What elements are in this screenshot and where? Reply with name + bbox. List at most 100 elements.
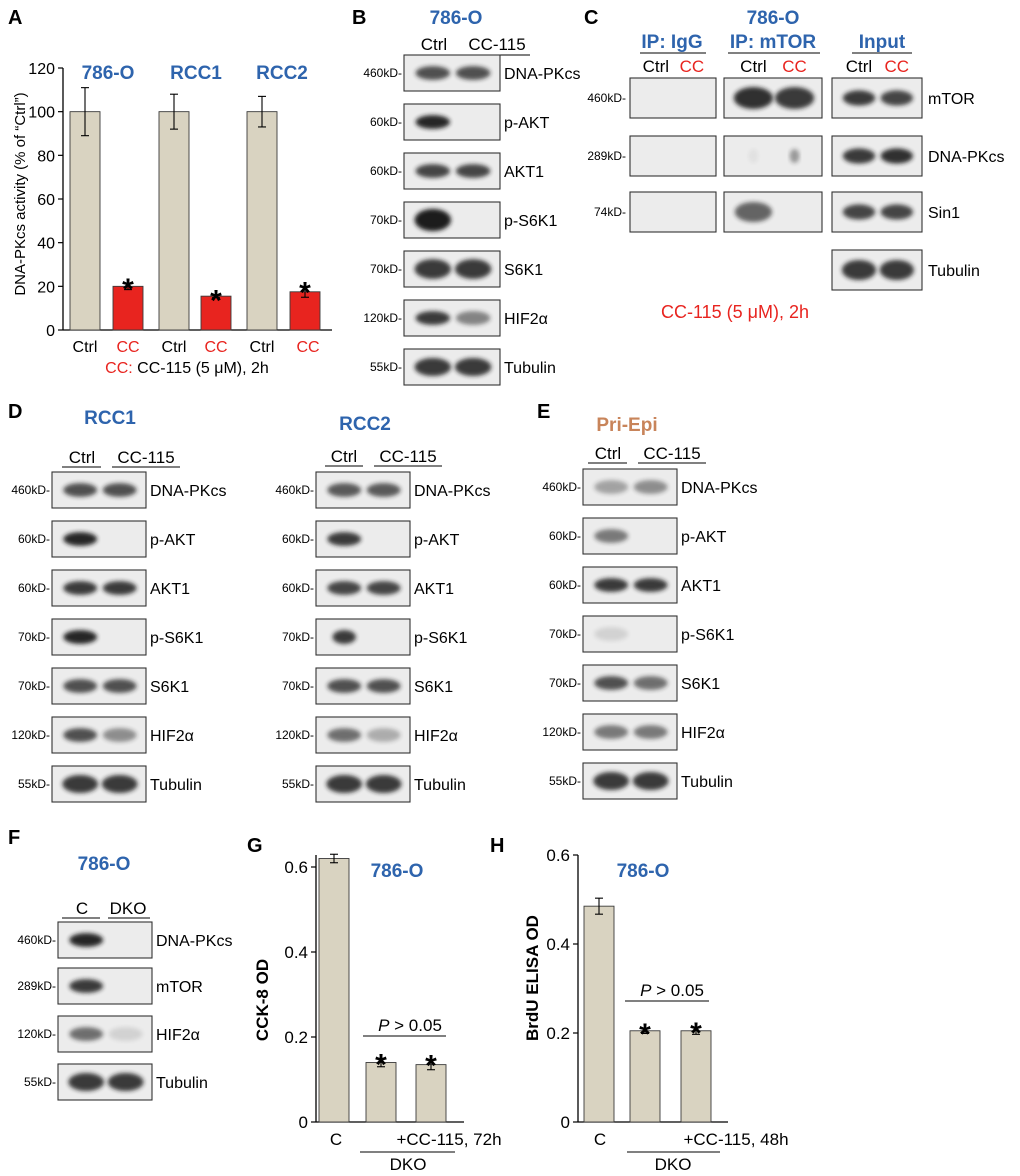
d2-row-3-protein: p-S6K1 — [414, 630, 467, 647]
cell-label-c: 786-O — [747, 8, 800, 29]
y-axis-label-h: BrdU ELISA OD — [523, 915, 542, 1041]
e-row-0-protein: DNA-PKcs — [681, 480, 757, 497]
g-bar-2 — [415, 1064, 447, 1123]
blot-f: 460kD- DNA-PKcs 289kD-mTOR 120kD- HIF2α 55kD-… — [17, 921, 232, 1101]
c-input-row-0-box — [831, 77, 923, 119]
e-row-6-box — [582, 762, 678, 800]
c-input-row-2-box-band-0 — [842, 204, 876, 220]
x-label-a-ctrl-3: Ctrl — [250, 339, 275, 356]
a-tick-label-6: 120 — [28, 61, 55, 78]
d1-row-0-kd: 460kD- — [11, 483, 50, 497]
a-bar-4 — [246, 111, 278, 331]
d2-row-5-kd: 120kD- — [275, 728, 314, 742]
c-input-row-2-box — [831, 191, 923, 233]
h-sig-star-2: * — [690, 1017, 702, 1050]
h-tick-label-3: 0.6 — [546, 846, 570, 865]
d2-row-6-box — [315, 765, 411, 803]
note-a-rest: CC-115 (5 μM), 2h — [133, 360, 269, 377]
d1-row-0-protein: DNA-PKcs — [150, 483, 226, 500]
a-tick-label-1: 20 — [37, 279, 55, 296]
b-row-1-kd: 60kD- — [370, 115, 402, 129]
ip-mtor-label: IP: mTOR — [730, 32, 816, 53]
c-input-row-1-box-band-1 — [880, 148, 913, 164]
b-row-3-protein: p-S6K1 — [504, 213, 557, 230]
lane-label-c-mtor-ctrl: Ctrl — [740, 57, 766, 76]
a-bar-1 — [112, 285, 144, 331]
group-label-786o: 786-O — [82, 63, 135, 84]
b-row-2-protein: AKT1 — [504, 164, 544, 181]
cell-label-h: 786-O — [617, 861, 670, 882]
d2-row-5-box — [315, 716, 411, 754]
c-protein-2: Sin1 — [928, 205, 960, 222]
c-input-row-3-box — [831, 249, 923, 291]
c-igg-row-1-box — [629, 135, 717, 177]
b-row-3-box — [403, 201, 501, 239]
c-protein-0: mTOR — [928, 91, 975, 108]
c-input-row-1-box-band-0 — [842, 148, 876, 164]
d1-row-6-box-band-1 — [101, 775, 138, 793]
e-row-6-protein: Tubulin — [681, 774, 733, 791]
c-kd-1: 289kD- — [587, 149, 626, 163]
b-row-4-box — [403, 250, 501, 288]
d1-row-5-kd: 120kD- — [11, 728, 50, 742]
group-label-rcc2: RCC2 — [256, 63, 308, 84]
blot-c: 460kD- 289kD- 74kD-mTOR DNA-PKcs Sin1 Tubulin — [587, 77, 1004, 291]
input-label: Input — [859, 32, 906, 53]
p-rest-g: > 0.05 — [389, 1016, 441, 1035]
lane-label-c-mtor-cc: CC — [782, 57, 807, 76]
panel-letter-b: B — [352, 7, 366, 29]
bars-h: * * — [583, 897, 712, 1123]
x-label-h-c: C — [594, 1130, 606, 1149]
d1-row-4-kd: 70kD- — [18, 679, 50, 693]
lane-label-b-cc115: CC-115 — [468, 35, 525, 54]
c-mtor-row-1-box — [723, 135, 823, 177]
b-row-6-protein: Tubulin — [504, 360, 556, 377]
b-row-0-kd: 460kD- — [363, 66, 402, 80]
d1-row-3-protein: p-S6K1 — [150, 630, 203, 647]
b-row-0-box-band-0 — [415, 66, 451, 80]
d2-row-0-box-band-0 — [327, 483, 362, 497]
x-label-a-ctrl-2: Ctrl — [162, 339, 187, 356]
h-bar-0 — [583, 905, 615, 1123]
b-row-5-box-band-0 — [415, 311, 451, 325]
f-row-3-box-band-1 — [107, 1073, 144, 1091]
d1-row-1-kd: 60kD- — [18, 532, 50, 546]
f-row-1-box — [57, 967, 153, 1005]
b-row-5-kd: 120kD- — [363, 311, 402, 325]
d1-row-4-box — [51, 667, 147, 705]
h-tick-label-0: 0 — [561, 1113, 570, 1132]
lane-label-d1-ctrl: Ctrl — [69, 448, 95, 467]
d2-row-1-kd: 60kD- — [282, 532, 314, 546]
d2-row-4-box-band-0 — [327, 679, 362, 693]
lane-label-c-igg-ctrl: Ctrl — [643, 57, 669, 76]
f-row-3-box — [57, 1063, 153, 1101]
d1-row-0-box — [51, 471, 147, 509]
f-row-3-kd: 55kD- — [24, 1075, 56, 1089]
e-row-5-box-band-1 — [633, 725, 668, 739]
c-kd-0: 460kD- — [587, 91, 626, 105]
x-label-h-treat: +CC-115, 48h — [683, 1130, 788, 1149]
e-row-1-box-band-0 — [594, 529, 629, 543]
d1-row-3-kd: 70kD- — [18, 630, 50, 644]
c-input-row-0-box-band-1 — [880, 90, 913, 106]
b-row-1-box — [403, 103, 501, 141]
c-igg-row-0-box — [629, 77, 717, 119]
lane-label-c-igg-cc: CC — [680, 57, 705, 76]
c-input-row-3-box-band-1 — [879, 260, 914, 280]
h-tick-label-1: 0.2 — [546, 1024, 570, 1043]
d2-row-4-box — [315, 667, 411, 705]
e-row-2-protein: AKT1 — [681, 578, 721, 595]
g-tick-label-3: 0.6 — [284, 858, 308, 877]
cell-label-pri-epi: Pri-Epi — [596, 415, 657, 436]
d1-row-2-box-band-0 — [63, 581, 98, 595]
x-label-a-ctrl-1: Ctrl — [73, 339, 98, 356]
d1-row-6-kd: 55kD- — [18, 777, 50, 791]
d2-row-0-kd: 460kD- — [275, 483, 314, 497]
d1-row-1-box-band-0 — [63, 532, 98, 546]
e-row-0-box-band-1 — [633, 480, 668, 494]
f-row-3-protein: Tubulin — [156, 1075, 208, 1092]
e-row-1-protein: p-AKT — [681, 529, 727, 546]
c-igg-row-1-box-frame — [629, 135, 717, 177]
d1-row-2-protein: AKT1 — [150, 581, 190, 598]
